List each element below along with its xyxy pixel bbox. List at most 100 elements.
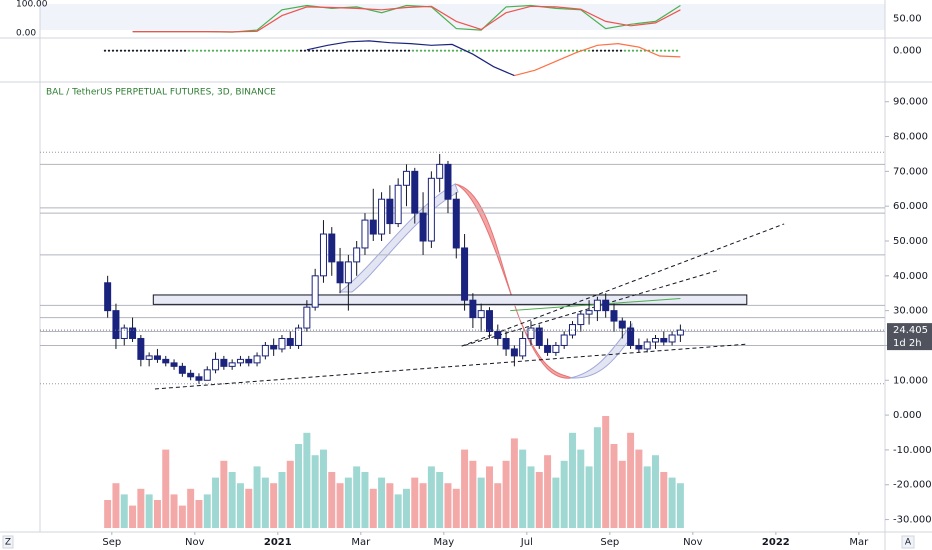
macd-dot (563, 49, 567, 52)
volume-bar (295, 444, 303, 528)
macd-dot (447, 49, 451, 52)
candle-body (129, 327, 137, 339)
macd-dot (515, 49, 519, 52)
macd-dot (639, 49, 643, 52)
macd-dot (271, 49, 275, 52)
y-tick-label: 50.000 (893, 236, 928, 247)
volume-bar (502, 460, 510, 528)
macd-dot (491, 49, 495, 52)
macd-dot (199, 49, 203, 52)
macd-dot (263, 49, 267, 52)
macd-dot (571, 49, 575, 52)
macd-dot (655, 49, 659, 52)
y-tick-label: 10.000 (893, 375, 928, 386)
stoch-line (132, 5, 681, 33)
macd-dot (567, 49, 571, 52)
macd-dot (455, 49, 459, 52)
macd-dot (487, 49, 491, 52)
x-tick-label: Mar (351, 537, 371, 548)
candle-body (220, 358, 228, 367)
candle-body (452, 198, 460, 249)
volume-bar (195, 500, 203, 528)
volume-bar (386, 483, 394, 528)
candle-body (336, 261, 344, 284)
macd-dot (403, 49, 407, 52)
candle-body (593, 299, 601, 312)
volume-bar (162, 449, 170, 528)
volume-bar (120, 494, 128, 528)
x-tick-label: Sep (102, 537, 121, 548)
volume-bar (402, 488, 410, 528)
candle-body (477, 310, 485, 319)
macd-dot (547, 49, 551, 52)
candle-body (153, 355, 161, 360)
trendline (154, 343, 749, 390)
candle-body (502, 337, 510, 350)
chart-title: BAL / TetherUS PERPETUAL FUTURES, 3D, BI… (46, 88, 276, 98)
candle-body (577, 313, 585, 326)
macd-dot (407, 49, 411, 52)
volume-bar (112, 483, 120, 528)
macd-dot (443, 49, 447, 52)
candle-body (369, 219, 377, 235)
corner-label[interactable]: Z (5, 538, 11, 548)
macd-dot (595, 49, 599, 52)
trendline (464, 269, 720, 346)
volume-bar (676, 483, 684, 528)
macd-dot (371, 49, 375, 52)
candle-body (427, 177, 435, 242)
macd-dot (399, 49, 403, 52)
candle-body (602, 299, 610, 312)
macd-dot (103, 49, 107, 52)
macd-dot (247, 49, 251, 52)
volume-bar (361, 472, 369, 528)
y-tick-label: 0.000 (893, 410, 922, 421)
candle-body (535, 327, 543, 346)
candle-body (104, 282, 112, 312)
macd-dot (183, 49, 187, 52)
macd-dot (467, 49, 471, 52)
volume-bar (485, 466, 493, 528)
volume-bar (560, 460, 568, 528)
macd-tick-label: 0.000 (893, 46, 922, 57)
macd-dot (627, 49, 631, 52)
macd-dot (291, 49, 295, 52)
macd-dot (511, 49, 515, 52)
macd-dot (351, 49, 355, 52)
volume-bar (286, 460, 294, 528)
candle-body (469, 299, 477, 319)
macd-dot (395, 49, 399, 52)
macd-dot (587, 49, 591, 52)
volume-bar (253, 466, 261, 528)
stoch-tick-label: 50.00 (893, 14, 922, 25)
candle-body (378, 198, 386, 235)
volume-bar (477, 477, 485, 528)
macd-dot (115, 49, 119, 52)
y-tick-label: 60.000 (893, 201, 928, 212)
corner-button[interactable] (2, 535, 14, 549)
volume-bar (469, 460, 477, 528)
volume-bar (660, 472, 668, 528)
candle-body (361, 219, 369, 249)
volume-bar (436, 472, 444, 528)
trendline (461, 223, 785, 347)
macd-dot (659, 49, 663, 52)
macd-dot (367, 49, 371, 52)
volume-bar (303, 432, 311, 528)
candle-body (319, 233, 327, 277)
macd-dot (383, 49, 387, 52)
corner-label[interactable]: A (905, 538, 912, 548)
volume-bar (278, 472, 286, 528)
macd-dot (459, 49, 463, 52)
candle-body (137, 337, 145, 360)
y-tick-label: 40.000 (893, 271, 928, 282)
y-tick-label: 70.000 (893, 166, 928, 177)
volume-bar (651, 455, 659, 528)
volume-bar (170, 494, 178, 528)
corner-button[interactable] (901, 535, 915, 549)
candle-body (353, 247, 361, 263)
volume-bar (535, 472, 543, 528)
macd-dot (551, 49, 555, 52)
candle-body (253, 355, 261, 364)
macd-dot (127, 49, 131, 52)
